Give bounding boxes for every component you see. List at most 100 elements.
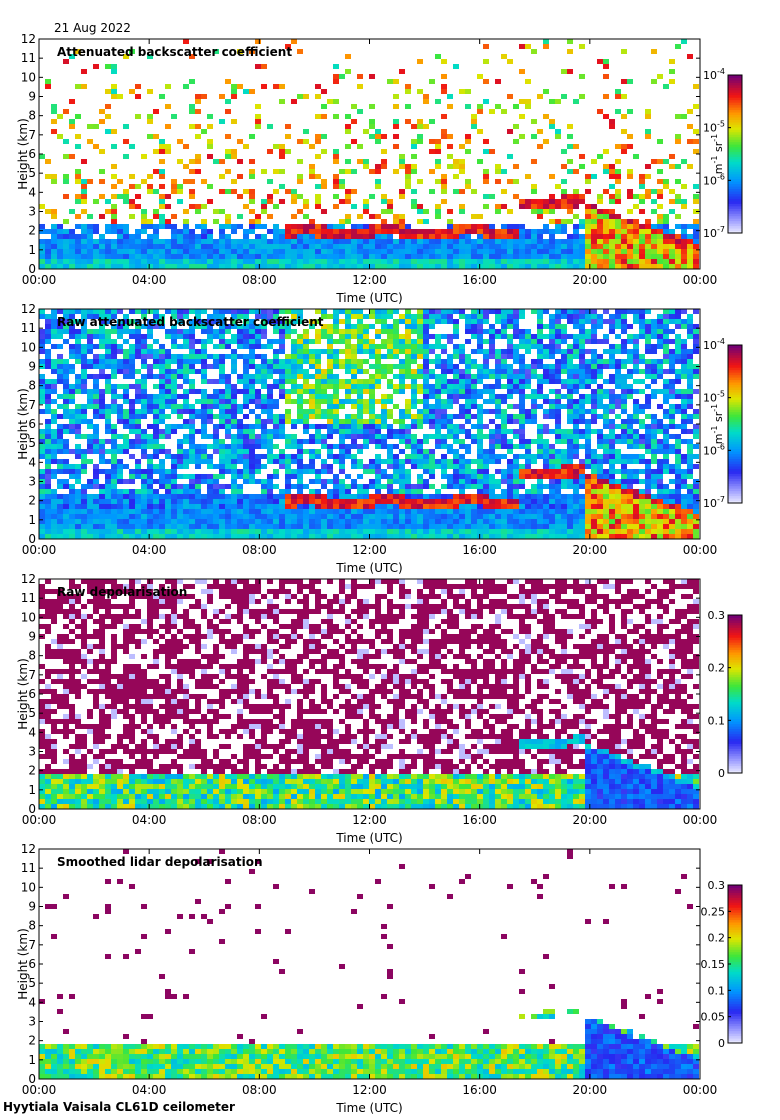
heatmap-cell bbox=[57, 484, 63, 489]
heatmap-cell bbox=[657, 264, 663, 269]
heatmap-cell bbox=[375, 469, 381, 474]
heatmap-cell bbox=[93, 309, 99, 314]
heatmap-cell bbox=[63, 109, 69, 114]
heatmap-cell bbox=[459, 144, 465, 149]
heatmap-cell bbox=[381, 234, 387, 239]
heatmap-cell bbox=[237, 159, 243, 164]
heatmap-cell bbox=[255, 379, 261, 384]
heatmap-cell bbox=[303, 464, 309, 469]
heatmap-cell bbox=[51, 379, 57, 384]
heatmap-cell bbox=[471, 329, 477, 334]
heatmap-cell bbox=[153, 209, 159, 214]
heatmap-cell bbox=[201, 504, 207, 509]
heatmap-cell bbox=[171, 399, 177, 404]
heatmap-cell bbox=[693, 149, 699, 154]
heatmap-cell bbox=[543, 454, 549, 459]
heatmap-cell bbox=[633, 194, 639, 199]
heatmap-cell bbox=[231, 529, 237, 534]
heatmap-cell bbox=[69, 319, 75, 324]
heatmap-cell bbox=[345, 449, 351, 454]
heatmap-cell bbox=[171, 504, 177, 509]
heatmap-cell bbox=[303, 249, 309, 254]
heatmap-cell bbox=[351, 384, 357, 389]
heatmap-cell bbox=[579, 164, 585, 169]
heatmap-cell bbox=[93, 199, 99, 204]
y-tick-label: 1 bbox=[28, 243, 36, 257]
heatmap-cell bbox=[639, 254, 645, 259]
heatmap-cell bbox=[315, 454, 321, 459]
heatmap-cell bbox=[237, 244, 243, 249]
heatmap-cell bbox=[51, 229, 57, 234]
heatmap-cell bbox=[357, 259, 363, 264]
heatmap-cell bbox=[327, 419, 333, 424]
heatmap-cell bbox=[207, 504, 213, 509]
heatmap-cell bbox=[489, 324, 495, 329]
heatmap-cell bbox=[69, 534, 75, 539]
heatmap-cell bbox=[285, 229, 291, 234]
heatmap-cell bbox=[69, 354, 75, 359]
heatmap-cell bbox=[309, 319, 315, 324]
heatmap-cell bbox=[399, 334, 405, 339]
heatmap-cell bbox=[417, 454, 423, 459]
heatmap-cell bbox=[531, 454, 537, 459]
heatmap-cell bbox=[177, 354, 183, 359]
heatmap-cell bbox=[363, 464, 369, 469]
heatmap-cell bbox=[69, 124, 75, 129]
heatmap-cell bbox=[69, 489, 75, 494]
heatmap-cell bbox=[483, 234, 489, 239]
heatmap-cell bbox=[417, 134, 423, 139]
heatmap-cell bbox=[159, 244, 165, 249]
heatmap-cell bbox=[141, 254, 147, 259]
heatmap-cell bbox=[261, 374, 267, 379]
heatmap-cell bbox=[513, 334, 519, 339]
heatmap-cell bbox=[87, 359, 93, 364]
heatmap-cell bbox=[249, 349, 255, 354]
heatmap-cell bbox=[201, 354, 207, 359]
heatmap-cell bbox=[123, 349, 129, 354]
heatmap-cell bbox=[93, 474, 99, 479]
heatmap-cell bbox=[105, 264, 111, 269]
heatmap-cell bbox=[165, 309, 171, 314]
heatmap-cell bbox=[321, 384, 327, 389]
heatmap-cell bbox=[525, 419, 531, 424]
heatmap-cell bbox=[351, 369, 357, 374]
heatmap-cell bbox=[453, 164, 459, 169]
heatmap-cell bbox=[51, 364, 57, 369]
heatmap-cell bbox=[357, 239, 363, 244]
heatmap-cell bbox=[441, 364, 447, 369]
heatmap-cell bbox=[45, 404, 51, 409]
heatmap-cell bbox=[87, 404, 93, 409]
heatmap-cell bbox=[315, 349, 321, 354]
heatmap-cell bbox=[267, 489, 273, 494]
heatmap-cell bbox=[531, 514, 537, 519]
heatmap-cell bbox=[69, 324, 75, 329]
heatmap-cell bbox=[315, 384, 321, 389]
heatmap-cell bbox=[411, 244, 417, 249]
heatmap-cell bbox=[51, 419, 57, 424]
heatmap-cell bbox=[279, 499, 285, 504]
heatmap-cell bbox=[51, 519, 57, 524]
heatmap-cell bbox=[153, 394, 159, 399]
heatmap-cell bbox=[117, 479, 123, 484]
heatmap-cell bbox=[555, 199, 561, 204]
heatmap-cell bbox=[537, 334, 543, 339]
heatmap-cell bbox=[465, 249, 471, 254]
heatmap-cell bbox=[693, 104, 699, 109]
heatmap-cell bbox=[315, 249, 321, 254]
heatmap-cell bbox=[225, 404, 231, 409]
heatmap-cell bbox=[237, 514, 243, 519]
heatmap-cell bbox=[513, 329, 519, 334]
heatmap-cell bbox=[627, 169, 633, 174]
heatmap-cell bbox=[507, 514, 513, 519]
heatmap-cell bbox=[51, 104, 57, 109]
heatmap-cell bbox=[87, 244, 93, 249]
heatmap-cell bbox=[171, 264, 177, 269]
heatmap-cell bbox=[51, 259, 57, 264]
heatmap-cell bbox=[93, 359, 99, 364]
heatmap-cell bbox=[57, 439, 63, 444]
heatmap-cell bbox=[519, 204, 525, 209]
heatmap-cell bbox=[237, 459, 243, 464]
heatmap-cell bbox=[135, 494, 141, 499]
heatmap-cell bbox=[93, 394, 99, 399]
heatmap-cell bbox=[237, 484, 243, 489]
